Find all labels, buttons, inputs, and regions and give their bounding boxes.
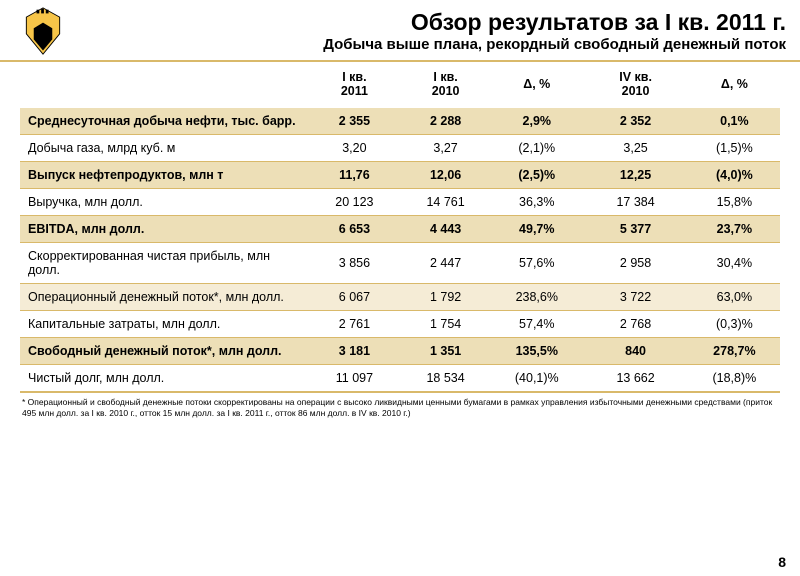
cell-value: 840 (582, 338, 688, 365)
table-row: Среднесуточная добыча нефти, тыс. барр.2… (20, 108, 780, 135)
cell-value: 11 097 (309, 365, 400, 392)
rosneft-logo-icon (14, 6, 72, 56)
cell-value: 18 534 (400, 365, 491, 392)
cell-value: 1 351 (400, 338, 491, 365)
table-row: Выпуск нефтепродуктов, млн т11,7612,06(2… (20, 162, 780, 189)
cell-value: 2 958 (582, 243, 688, 284)
cell-value: 3 181 (309, 338, 400, 365)
row-label: Операционный денежный поток*, млн долл. (20, 284, 309, 311)
cell-value: 6 653 (309, 216, 400, 243)
cell-value: 30,4% (689, 243, 780, 284)
cell-value: 11,76 (309, 162, 400, 189)
row-label: Выпуск нефтепродуктов, млн т (20, 162, 309, 189)
table-row: Добыча газа, млрд куб. м3,203,27(2,1)%3,… (20, 135, 780, 162)
col-header (20, 62, 309, 108)
cell-value: 1 754 (400, 311, 491, 338)
cell-value: 278,7% (689, 338, 780, 365)
cell-value: 2 355 (309, 108, 400, 135)
cell-value: 17 384 (582, 189, 688, 216)
row-label: Добыча газа, млрд куб. м (20, 135, 309, 162)
row-label: Капитальные затраты, млн долл. (20, 311, 309, 338)
cell-value: 57,6% (491, 243, 582, 284)
cell-value: 23,7% (689, 216, 780, 243)
footnote-text: * Операционный и свободный денежные пото… (0, 393, 800, 418)
cell-value: 14 761 (400, 189, 491, 216)
cell-value: 3 856 (309, 243, 400, 284)
cell-value: 2 768 (582, 311, 688, 338)
row-label: Свободный денежный поток*, млн долл. (20, 338, 309, 365)
table-row: Операционный денежный поток*, млн долл.6… (20, 284, 780, 311)
cell-value: 3,25 (582, 135, 688, 162)
cell-value: 3,27 (400, 135, 491, 162)
cell-value: 12,06 (400, 162, 491, 189)
col-header: I кв.2011 (309, 62, 400, 108)
cell-value: 2 447 (400, 243, 491, 284)
col-header: Δ, % (689, 62, 780, 108)
table-header-row: I кв.2011I кв.2010Δ, %IV кв.2010Δ, % (20, 62, 780, 108)
table-row: Свободный денежный поток*, млн долл.3 18… (20, 338, 780, 365)
cell-value: 13 662 (582, 365, 688, 392)
cell-value: (4,0)% (689, 162, 780, 189)
cell-value: 238,6% (491, 284, 582, 311)
cell-value: 12,25 (582, 162, 688, 189)
table-row: EBITDA, млн долл.6 6534 44349,7%5 37723,… (20, 216, 780, 243)
row-label: EBITDA, млн долл. (20, 216, 309, 243)
table-row: Капитальные затраты, млн долл.2 7611 754… (20, 311, 780, 338)
cell-value: 2,9% (491, 108, 582, 135)
results-table-container: I кв.2011I кв.2010Δ, %IV кв.2010Δ, % Сре… (0, 62, 800, 392)
cell-value: 15,8% (689, 189, 780, 216)
cell-value: (1,5)% (689, 135, 780, 162)
row-label: Скорректированная чистая прибыль, млн до… (20, 243, 309, 284)
row-label: Чистый долг, млн долл. (20, 365, 309, 392)
page-title: Обзор результатов за I кв. 2011 г. (82, 9, 786, 36)
col-header: Δ, % (491, 62, 582, 108)
cell-value: (2,5)% (491, 162, 582, 189)
cell-value: 36,3% (491, 189, 582, 216)
table-row: Чистый долг, млн долл.11 09718 534(40,1)… (20, 365, 780, 392)
cell-value: 4 443 (400, 216, 491, 243)
col-header: I кв.2010 (400, 62, 491, 108)
slide-header: Обзор результатов за I кв. 2011 г. Добыч… (0, 0, 800, 62)
page-subtitle: Добыча выше плана, рекордный свободный д… (82, 36, 786, 53)
cell-value: (0,3)% (689, 311, 780, 338)
cell-value: 63,0% (689, 284, 780, 311)
row-label: Выручка, млн долл. (20, 189, 309, 216)
row-label: Среднесуточная добыча нефти, тыс. барр. (20, 108, 309, 135)
cell-value: 3,20 (309, 135, 400, 162)
cell-value: 49,7% (491, 216, 582, 243)
cell-value: 6 067 (309, 284, 400, 311)
cell-value: 2 761 (309, 311, 400, 338)
cell-value: 1 792 (400, 284, 491, 311)
cell-value: (18,8)% (689, 365, 780, 392)
col-header: IV кв.2010 (582, 62, 688, 108)
cell-value: (40,1)% (491, 365, 582, 392)
cell-value: 20 123 (309, 189, 400, 216)
table-row: Скорректированная чистая прибыль, млн до… (20, 243, 780, 284)
cell-value: (2,1)% (491, 135, 582, 162)
table-row: Выручка, млн долл.20 12314 76136,3%17 38… (20, 189, 780, 216)
cell-value: 2 288 (400, 108, 491, 135)
cell-value: 57,4% (491, 311, 582, 338)
cell-value: 0,1% (689, 108, 780, 135)
cell-value: 2 352 (582, 108, 688, 135)
cell-value: 3 722 (582, 284, 688, 311)
results-table: I кв.2011I кв.2010Δ, %IV кв.2010Δ, % Сре… (20, 62, 780, 392)
page-number: 8 (778, 554, 786, 570)
cell-value: 135,5% (491, 338, 582, 365)
cell-value: 5 377 (582, 216, 688, 243)
table-body: Среднесуточная добыча нефти, тыс. барр.2… (20, 108, 780, 392)
